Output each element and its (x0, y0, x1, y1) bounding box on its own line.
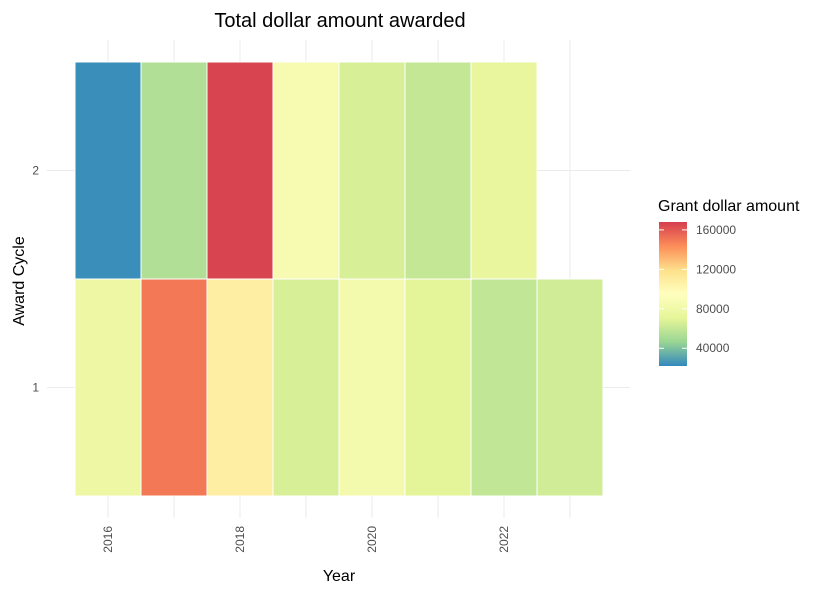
heatmap-cell (404, 278, 472, 497)
heatmap-cell (272, 278, 340, 497)
heatmap-cell (404, 61, 472, 280)
x-tick-label: 2018 (233, 526, 247, 553)
legend-label: 40000 (696, 341, 730, 355)
heatmap-cell (470, 61, 538, 280)
heatmap-cell (206, 61, 274, 280)
x-axis-ticks: 2016 2018 2020 2022 (101, 526, 511, 553)
heatmap-cell (536, 278, 604, 497)
y-axis-title: Award Cycle (11, 236, 28, 326)
y-tick-label: 2 (32, 164, 39, 178)
heatmap-cell (140, 278, 208, 497)
heatmap-cell (272, 61, 340, 280)
heatmap-cell (338, 61, 406, 280)
heatmap-cells (74, 61, 604, 497)
x-tick-label: 2022 (497, 526, 511, 553)
x-axis-title: Year (323, 568, 356, 585)
color-legend: Grant dollar amount 40000 80000 120000 1600… (658, 198, 800, 366)
x-tick-label: 2016 (101, 526, 115, 553)
heatmap-cell (206, 278, 274, 497)
chart-title: Total dollar amount awarded (214, 10, 465, 32)
heatmap-cell (470, 278, 538, 497)
heatmap-cell (74, 61, 142, 280)
y-tick-label: 1 (32, 381, 39, 395)
legend-label: 80000 (696, 302, 730, 316)
x-tick-label: 2020 (365, 526, 379, 553)
legend-ticks: 40000 80000 120000 160000 (659, 223, 736, 355)
heatmap-cell (338, 278, 406, 497)
legend-label: 120000 (696, 262, 736, 276)
heatmap-cell (140, 61, 208, 280)
y-axis-ticks: 12 (32, 164, 39, 395)
legend-color-bar (659, 222, 687, 366)
heatmap-cell (74, 278, 142, 497)
legend-title: Grant dollar amount (658, 198, 800, 215)
legend-label: 160000 (696, 223, 736, 237)
